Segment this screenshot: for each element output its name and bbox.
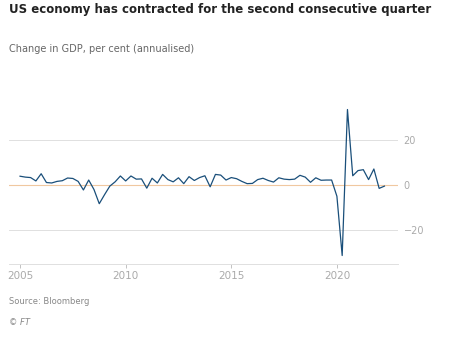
Text: US economy has contracted for the second consecutive quarter: US economy has contracted for the second… bbox=[9, 3, 432, 16]
Text: © FT: © FT bbox=[9, 318, 30, 327]
Text: Change in GDP, per cent (annualised): Change in GDP, per cent (annualised) bbox=[9, 44, 195, 54]
Text: Source: Bloomberg: Source: Bloomberg bbox=[9, 297, 90, 307]
